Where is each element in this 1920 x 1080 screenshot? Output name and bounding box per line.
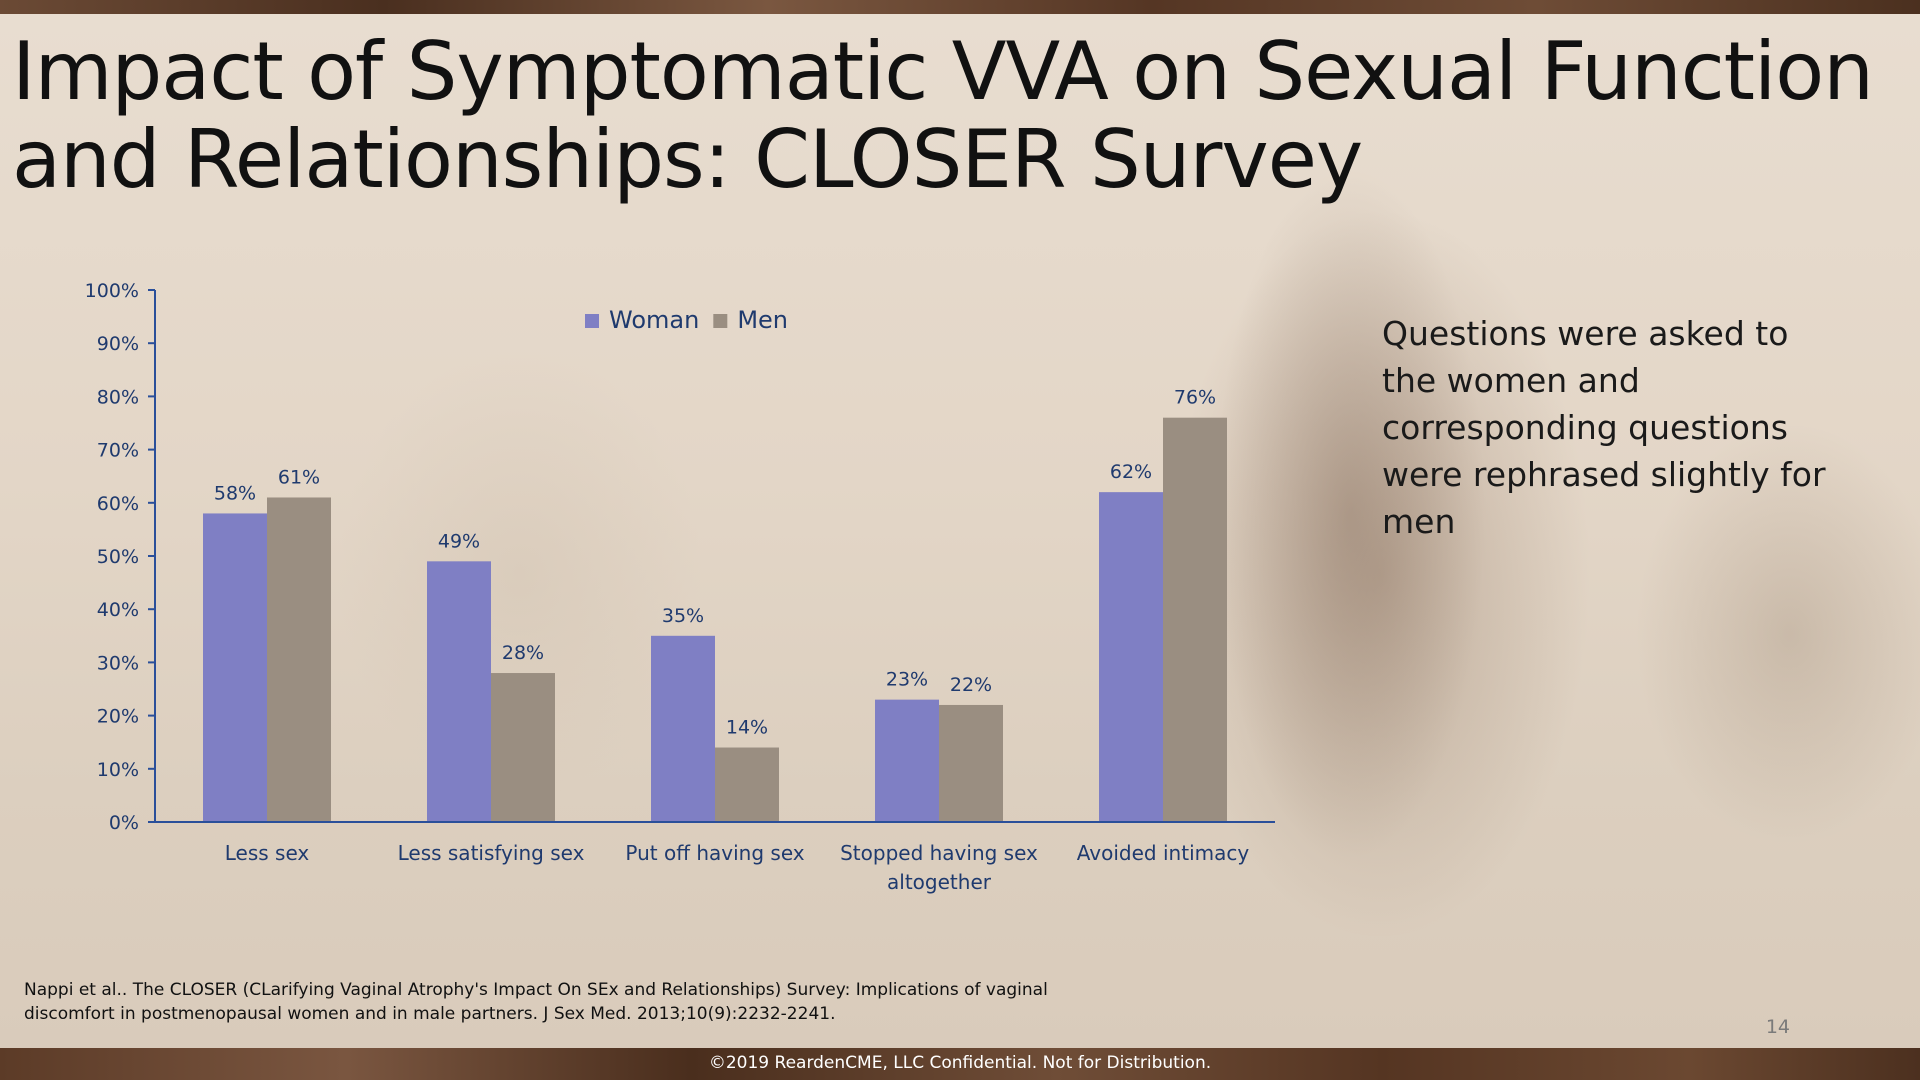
page-number: 14 bbox=[1765, 1016, 1790, 1038]
slide-title: Impact of Symptomatic VVA on Sexual Func… bbox=[12, 25, 1874, 206]
legend-label-woman: Woman bbox=[609, 306, 699, 334]
bar-men bbox=[715, 747, 779, 822]
bar-chart: 0% 10% 20% 30% 40% 50% 60% 70% 80% 90% 100% 58% 61% L… bbox=[85, 280, 1275, 894]
data-label: 35% bbox=[662, 605, 704, 627]
y-tick-label: 80% bbox=[97, 386, 139, 408]
data-label: 49% bbox=[438, 530, 480, 552]
data-label: 62% bbox=[1110, 461, 1152, 483]
bar-men bbox=[491, 673, 555, 822]
data-label: 22% bbox=[950, 674, 992, 696]
y-tick-label: 30% bbox=[97, 652, 139, 674]
y-tick-label: 100% bbox=[85, 280, 139, 302]
data-label: 61% bbox=[278, 466, 320, 488]
x-tick-label: Put off having sex bbox=[625, 841, 804, 865]
x-tick-label: Stopped having sex bbox=[840, 841, 1038, 865]
y-tick-label: 50% bbox=[97, 546, 139, 568]
y-tick-label: 10% bbox=[97, 759, 139, 781]
data-label: 76% bbox=[1174, 387, 1216, 409]
legend-swatch-woman bbox=[585, 314, 599, 328]
bar-woman bbox=[203, 513, 267, 822]
legend-label-men: Men bbox=[737, 306, 788, 334]
y-tick-label: 60% bbox=[97, 493, 139, 515]
data-label: 14% bbox=[726, 717, 768, 739]
footer-copyright: ©2019 ReardenCME, LLC Confidential. Not … bbox=[708, 1053, 1212, 1073]
y-tick-label: 70% bbox=[97, 440, 139, 462]
x-tick-label: Avoided intimacy bbox=[1077, 841, 1250, 865]
bar-woman bbox=[1099, 492, 1163, 822]
bar-woman bbox=[875, 699, 939, 822]
bar-men bbox=[1163, 417, 1227, 822]
y-tick-label: 40% bbox=[97, 599, 139, 621]
bottom-wood-border bbox=[0, 1048, 1920, 1080]
bar-woman bbox=[427, 561, 491, 822]
data-label: 58% bbox=[214, 482, 256, 504]
legend-swatch-men bbox=[713, 314, 728, 328]
side-note: Questions were asked to the women and co… bbox=[1382, 314, 1826, 541]
x-tick-label: Less sex bbox=[225, 841, 310, 865]
x-tick-label: Less satisfying sex bbox=[398, 841, 585, 865]
bar-men bbox=[267, 497, 331, 822]
data-label: 23% bbox=[886, 669, 928, 691]
y-tick-label: 0% bbox=[109, 812, 139, 834]
bar-men bbox=[939, 704, 1003, 822]
top-wood-border bbox=[0, 0, 1920, 14]
data-label: 28% bbox=[502, 642, 544, 664]
y-tick-label: 90% bbox=[97, 333, 139, 355]
x-tick-label: altogether bbox=[887, 870, 992, 894]
citation: Nappi et al.. The CLOSER (CLarifying Vag… bbox=[24, 980, 1048, 1024]
bar-woman bbox=[651, 635, 715, 822]
y-tick-label: 20% bbox=[97, 706, 139, 728]
